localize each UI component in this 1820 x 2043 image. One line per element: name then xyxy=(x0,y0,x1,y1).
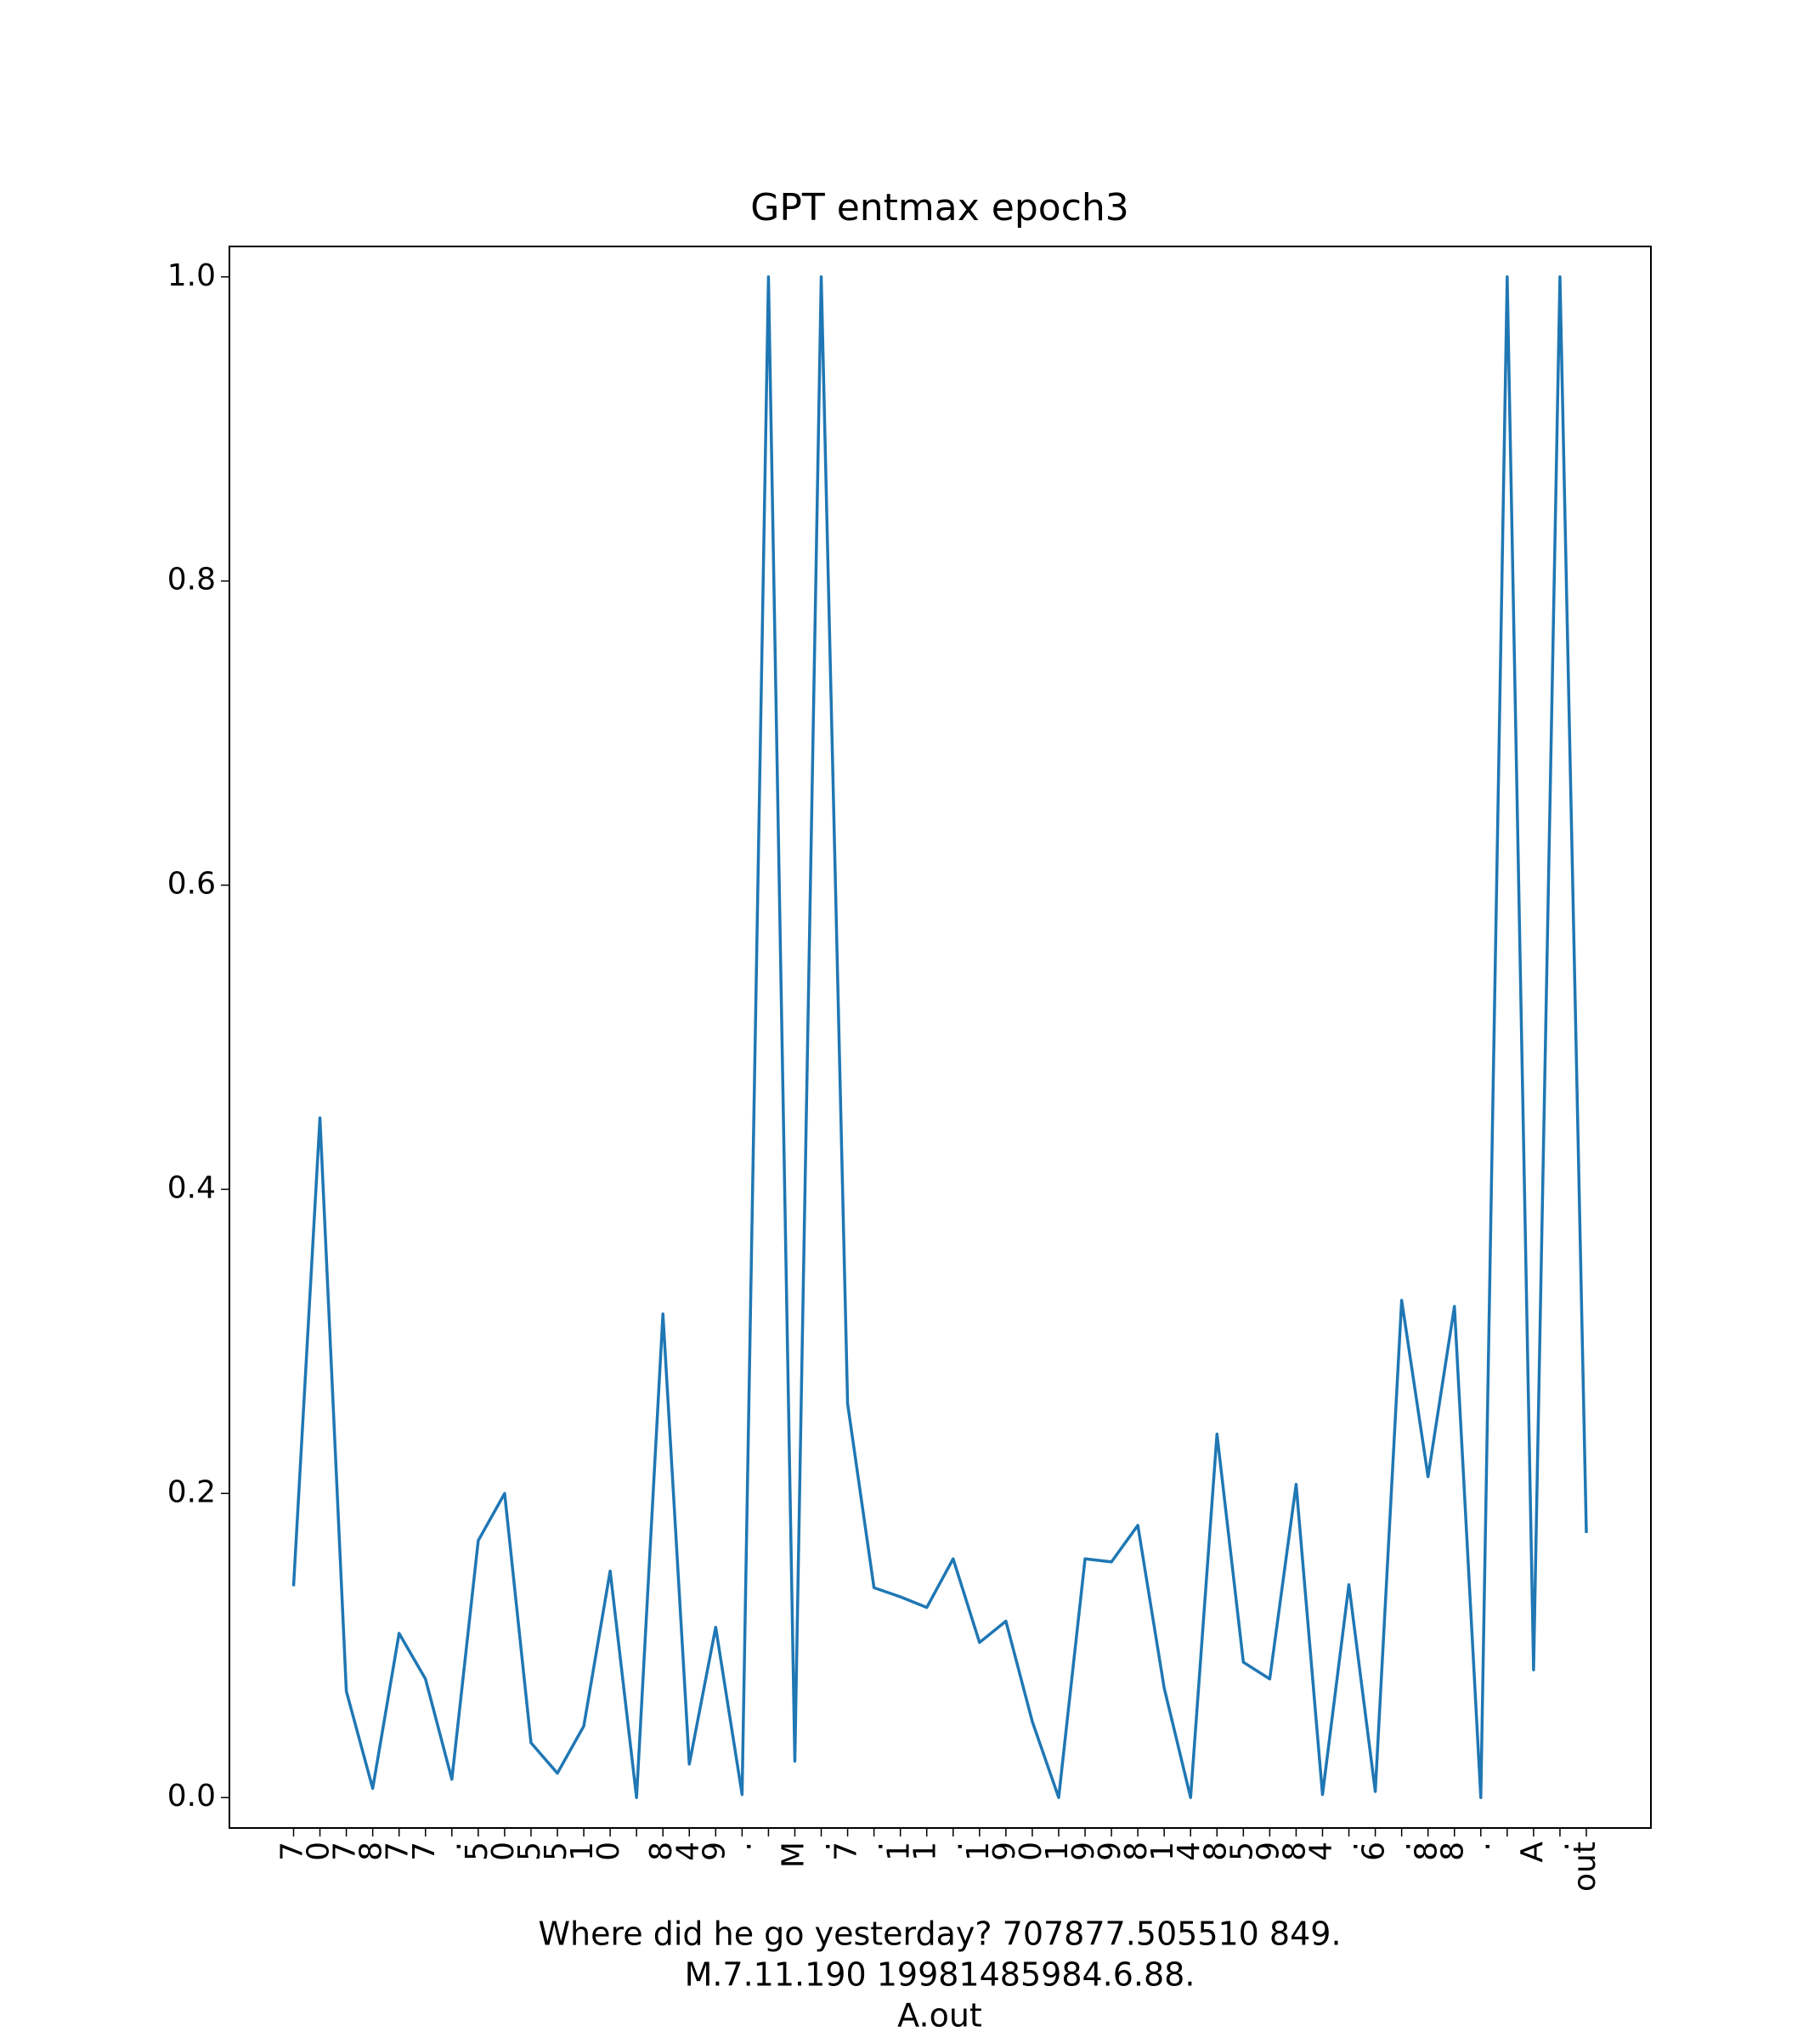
x-tick-label: . xyxy=(433,1842,468,1851)
x-tick-label: . xyxy=(803,1842,838,1851)
x-axis-label: Where did he go yesterday? 707877.505510… xyxy=(538,1916,1341,1953)
x-axis-label: M.7.11.190 19981485984.6.88. xyxy=(685,1956,1195,1994)
x-tick-label: 8 xyxy=(1410,1842,1444,1861)
data-line xyxy=(291,275,1588,1799)
x-tick-label: 4 xyxy=(670,1842,705,1861)
x-tick-label: 0 xyxy=(302,1842,336,1861)
plot-frame xyxy=(229,246,1652,1829)
x-tick-label: 6 xyxy=(1357,1842,1392,1861)
x-axis-label: A.out xyxy=(897,1997,982,2035)
x-tick-label: 8 xyxy=(1436,1842,1471,1861)
x-tick-label: 1 xyxy=(1145,1842,1180,1861)
x-tick-label: 8 xyxy=(1198,1842,1233,1861)
x-tick-label: 0 xyxy=(486,1842,521,1861)
x-tick-label: 1 xyxy=(908,1842,943,1861)
x-tick-label: 5 xyxy=(512,1842,547,1861)
x-tick-label: M xyxy=(776,1842,811,1868)
x-tick-label: 9 xyxy=(1093,1842,1128,1861)
x-tick-label: 8 xyxy=(1119,1842,1154,1861)
y-tick-label: 1.0 xyxy=(167,258,216,293)
x-tick-label: 5 xyxy=(539,1842,574,1861)
x-tick-label: 0 xyxy=(1014,1842,1048,1861)
y-tick-label: 0.0 xyxy=(167,1779,216,1814)
x-tick-label: . xyxy=(935,1842,969,1851)
x-tick-label: 7 xyxy=(407,1842,442,1861)
x-tick-label: 9 xyxy=(697,1842,732,1861)
x-tick-label: 9 xyxy=(987,1842,1022,1861)
x-tick-label: 4 xyxy=(1303,1842,1338,1861)
x-tick-label: 4 xyxy=(1172,1842,1207,1861)
x-tick-label: 1 xyxy=(961,1842,996,1861)
x-tick-label: 8 xyxy=(354,1842,389,1861)
x-tick-label: A xyxy=(1515,1842,1550,1863)
x-tick-label: . xyxy=(1383,1842,1418,1851)
chart-title: GPT entmax epoch3 xyxy=(750,186,1129,229)
x-tick-label: . xyxy=(856,1842,890,1851)
x-tick-label: out xyxy=(1568,1842,1602,1892)
y-tick-label: 0.6 xyxy=(167,867,216,902)
x-tick-label: 7 xyxy=(275,1842,310,1861)
x-tick-label: 5 xyxy=(460,1842,495,1861)
x-tick-label: 9 xyxy=(1066,1842,1101,1861)
x-tick-label: 0 xyxy=(591,1842,626,1861)
x-tick-label: . xyxy=(1331,1842,1365,1851)
y-tick-label: 0.4 xyxy=(167,1170,216,1205)
x-tick-label: 9 xyxy=(1251,1842,1286,1861)
x-tick-label: 7 xyxy=(829,1842,864,1861)
x-tick-label: 8 xyxy=(1277,1842,1312,1861)
x-tick-label: 8 xyxy=(644,1842,679,1861)
x-tick-label: 7 xyxy=(381,1842,415,1861)
y-tick-label: 0.2 xyxy=(167,1474,216,1509)
x-tick-label: 1 xyxy=(882,1842,917,1861)
x-tick-label: 7 xyxy=(328,1842,363,1861)
x-tick-label: . xyxy=(723,1842,758,1851)
x-tick-label: . xyxy=(1541,1842,1576,1851)
x-tick-label: 1 xyxy=(1040,1842,1075,1861)
x-tick-label: 5 xyxy=(1224,1842,1259,1861)
x-tick-label: . xyxy=(1462,1842,1497,1851)
y-tick-label: 0.8 xyxy=(167,563,216,597)
x-tick-label: 1 xyxy=(565,1842,600,1861)
